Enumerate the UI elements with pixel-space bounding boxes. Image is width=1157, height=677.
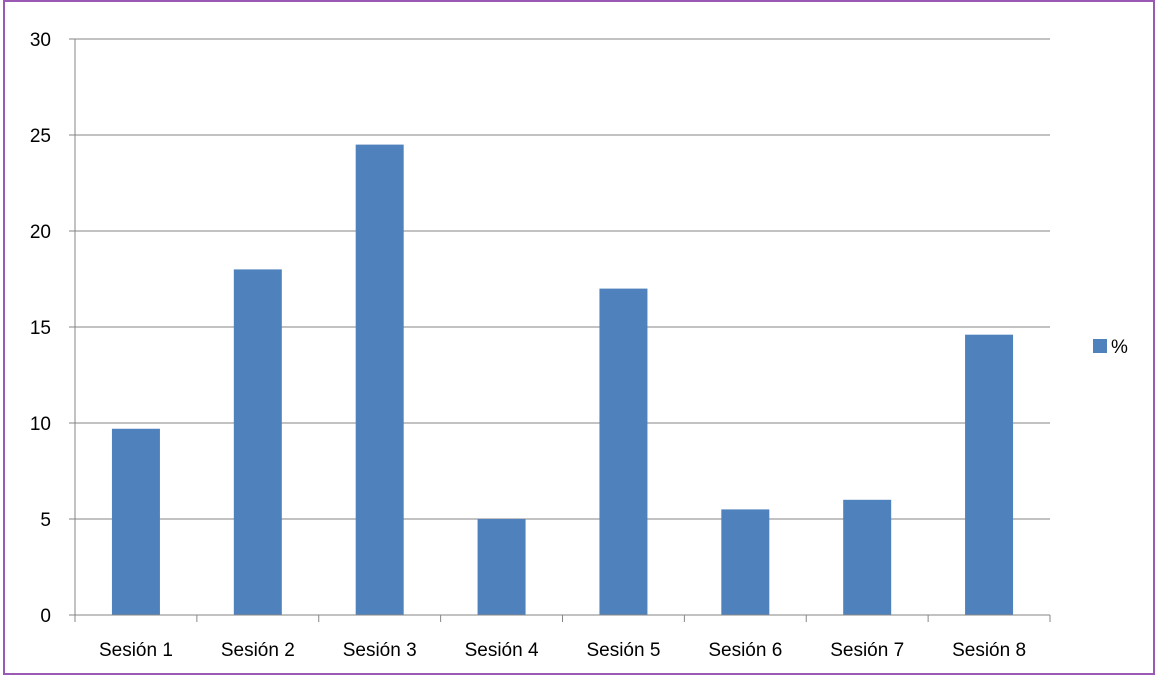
legend-swatch: [1093, 339, 1107, 353]
x-tick-label-3: Sesión 3: [343, 640, 417, 661]
bar-2: [233, 269, 282, 615]
y-axis-tick-labels: 0 5 10 15 20 25 30: [30, 30, 75, 627]
bar-series: [111, 144, 1014, 615]
x-tick-label-1: Sesión 1: [99, 640, 173, 661]
legend-label-percent: %: [1111, 337, 1128, 358]
y-tick-label-25: 25: [30, 126, 51, 147]
x-tick-label-4: Sesión 4: [465, 640, 539, 661]
x-tick-label-8: Sesión 8: [952, 640, 1026, 661]
legend: %: [1093, 337, 1128, 358]
x-tick-label-5: Sesión 5: [586, 640, 660, 661]
chart-frame: 0 5 10 15 20 25 30 Sesión 1 Sesión 2 Sesión 3 Ses…: [3, 0, 1155, 675]
bar-5: [599, 288, 648, 615]
bar-8: [965, 334, 1014, 615]
bar-7: [843, 499, 892, 615]
x-axis-tick-labels: Sesión 1 Sesión 2 Sesión 3 Sesión 4 Sesión 5…: [74, 615, 1051, 661]
x-tick-label-6: Sesión 6: [708, 640, 782, 661]
y-tick-label-15: 15: [30, 318, 51, 339]
y-tick-label-5: 5: [40, 510, 51, 531]
x-tick-label-7: Sesión 7: [830, 640, 904, 661]
y-tick-label-20: 20: [30, 222, 51, 243]
x-tick-label-2: Sesión 2: [221, 640, 295, 661]
gridlines: [75, 38, 1050, 520]
bar-4: [477, 519, 526, 615]
bar-3: [355, 144, 404, 615]
y-tick-label-0: 0: [40, 606, 51, 627]
bar-1: [111, 428, 160, 615]
y-tick-label-10: 10: [30, 414, 51, 435]
bar-6: [721, 509, 770, 615]
y-tick-label-30: 30: [30, 30, 51, 51]
